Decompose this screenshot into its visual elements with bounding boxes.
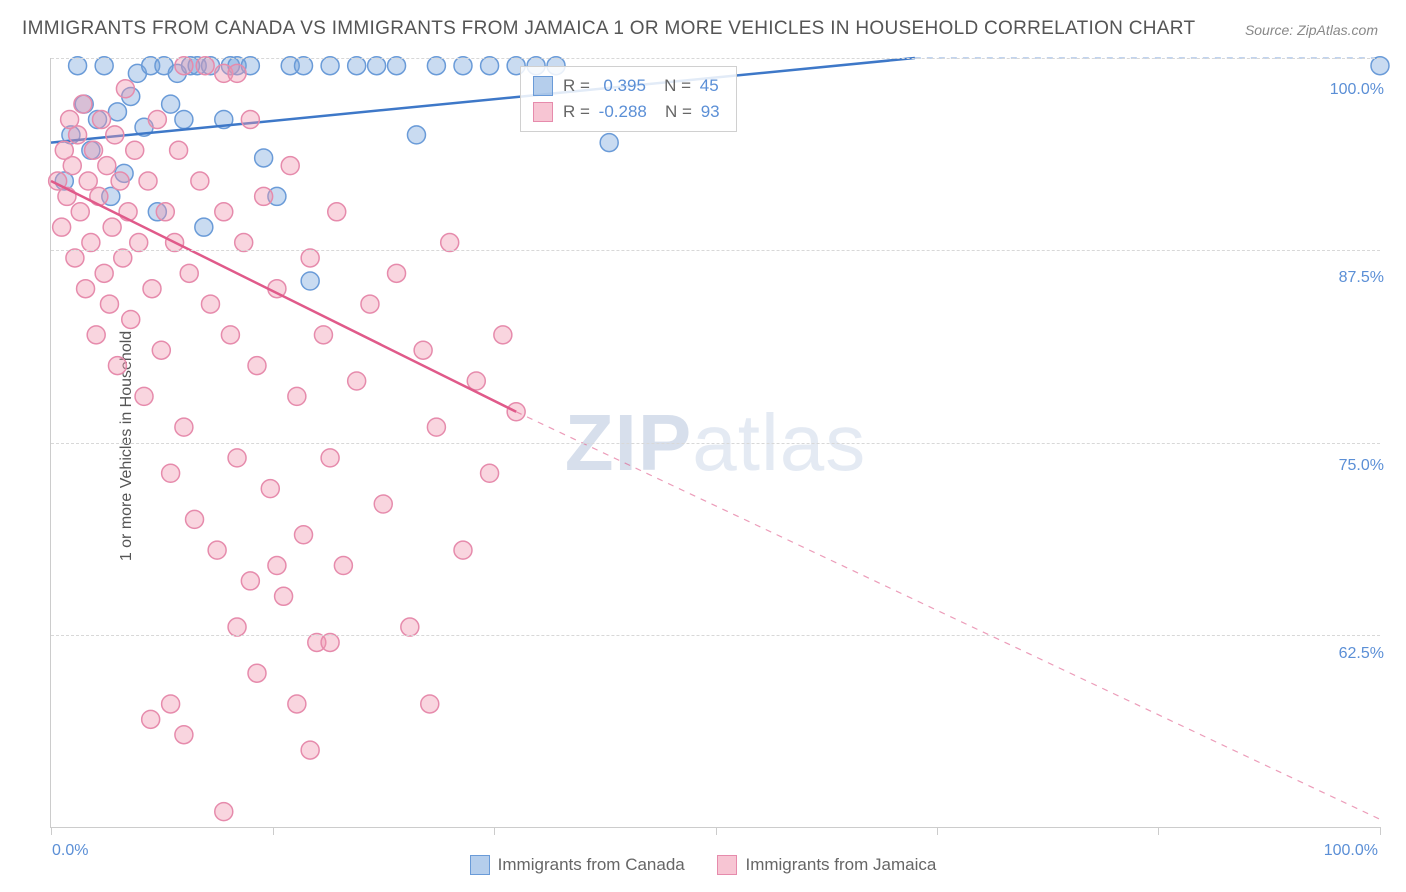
plot-area: ZIPatlas	[50, 58, 1380, 828]
x-tick-0: 0.0%	[52, 842, 88, 860]
legend-correlation: R = 0.395 N = 45 R = -0.288 N = 93	[520, 66, 737, 132]
y-tick-62: 62.5%	[1339, 645, 1384, 663]
y-tick-87: 87.5%	[1339, 269, 1384, 287]
legend-row-jamaica: R = -0.288 N = 93	[533, 99, 724, 125]
swatch-pink-icon	[533, 102, 553, 122]
y-tick-100: 100.0%	[1330, 81, 1384, 99]
x-tick-100: 100.0%	[1324, 842, 1378, 860]
source-credit: Source: ZipAtlas.com	[1245, 22, 1378, 38]
chart-title: IMMIGRANTS FROM CANADA VS IMMIGRANTS FRO…	[22, 18, 1195, 40]
y-tick-75: 75.0%	[1339, 457, 1384, 475]
legend-item-jamaica: Immigrants from Jamaica	[717, 855, 936, 875]
legend-bottom: Immigrants from Canada Immigrants from J…	[0, 855, 1406, 880]
legend-item-canada: Immigrants from Canada	[470, 855, 685, 875]
swatch-pink-icon	[717, 855, 737, 875]
swatch-blue-icon	[533, 76, 553, 96]
legend-row-canada: R = 0.395 N = 45	[533, 73, 724, 99]
swatch-blue-icon	[470, 855, 490, 875]
